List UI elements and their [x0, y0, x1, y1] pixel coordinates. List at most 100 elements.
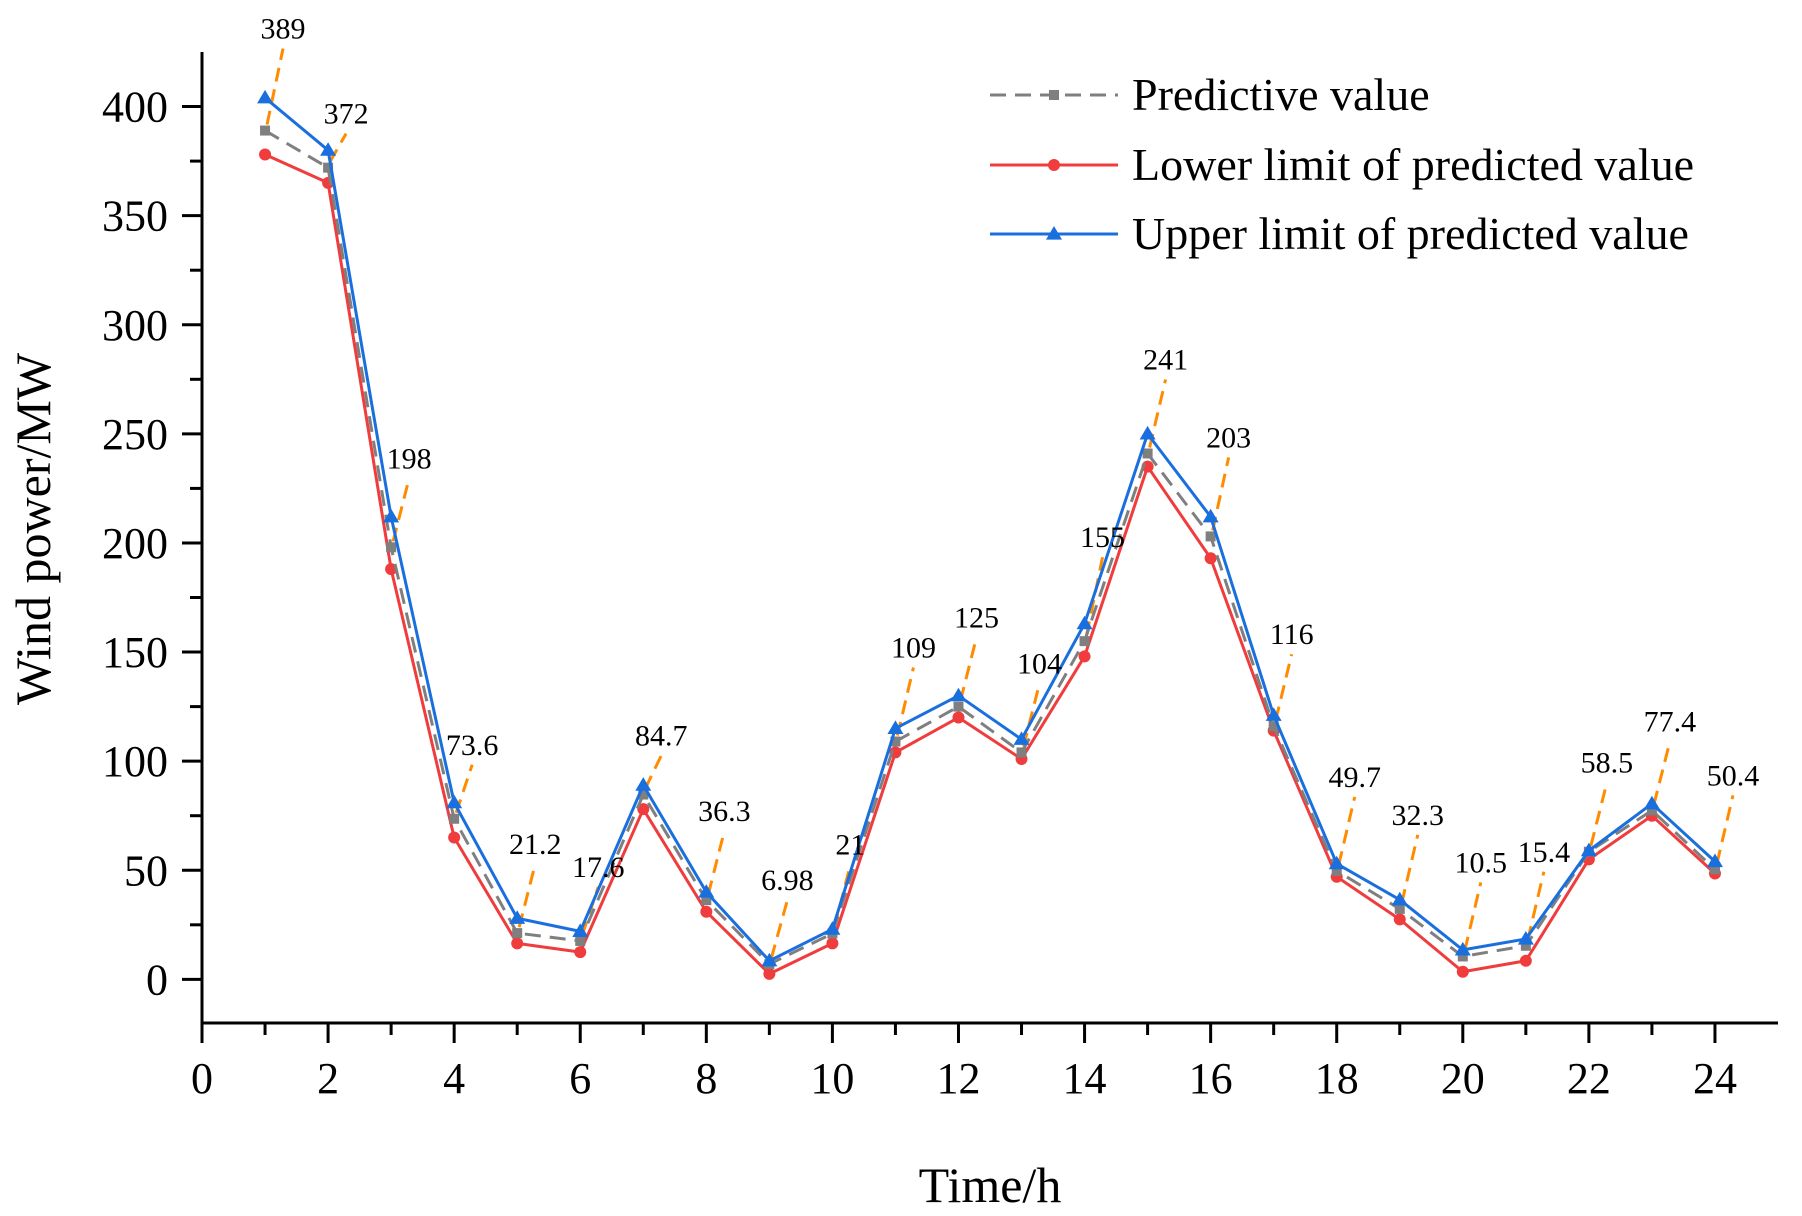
x-axis-title: Time/h: [919, 1157, 1062, 1213]
data-label: 84.7: [635, 720, 688, 753]
leader-line: [1652, 741, 1672, 805]
leader-line: [1337, 796, 1357, 866]
data-point: [890, 736, 901, 747]
legend: Predictive value Lower limit of predicted…: [990, 69, 1694, 259]
data-point: [1268, 721, 1279, 732]
data-label: 15.4: [1518, 836, 1571, 869]
leader-line: [517, 863, 537, 928]
data-point: [1204, 552, 1217, 565]
legend-label: Upper limit of predicted value: [1132, 208, 1689, 259]
data-point: [1709, 864, 1720, 875]
data-point: [1643, 795, 1660, 810]
data-label: 116: [1270, 618, 1314, 651]
x-tick-label: 18: [1315, 1054, 1359, 1103]
leader-line: [959, 637, 978, 701]
y-tick-label: 250: [102, 410, 168, 459]
x-tick-label: 6: [569, 1054, 591, 1103]
data-label: 155: [1080, 521, 1125, 554]
data-point: [259, 148, 272, 161]
data-point: [1393, 913, 1406, 926]
data-label: 6.98: [761, 864, 814, 897]
data-labels: 389 372 198 73.6 21.2 17.6 84.7 36.3 6.98 21 109 12…: [261, 13, 1760, 898]
data-point: [512, 928, 523, 939]
x-tick-label: 10: [810, 1054, 854, 1103]
y-tick-label: 400: [102, 83, 168, 132]
data-point: [698, 884, 715, 898]
data-point: [953, 701, 964, 712]
y-tick-label: 300: [102, 301, 168, 350]
data-label: 198: [387, 442, 432, 475]
leader-line: [1274, 653, 1294, 721]
data-point: [257, 89, 274, 104]
y-tick-label: 200: [102, 519, 168, 568]
data-point: [952, 711, 965, 724]
leader-line: [1715, 795, 1735, 864]
data-point: [1202, 508, 1219, 523]
data-point: [887, 720, 904, 735]
data-point: [638, 789, 649, 800]
data-point: [1517, 930, 1534, 945]
data-point: [260, 125, 271, 136]
data-label: 389: [261, 13, 306, 46]
x-tick-label: 20: [1441, 1054, 1485, 1103]
x-tick-label: 16: [1189, 1054, 1233, 1103]
data-point: [1706, 853, 1723, 868]
data-point: [386, 542, 397, 553]
data-point: [1391, 891, 1408, 906]
legend-marker: [1049, 90, 1059, 100]
data-label: 109: [891, 632, 936, 665]
data-point: [1142, 448, 1153, 459]
y-tick-label: 0: [146, 955, 168, 1004]
data-point: [1016, 747, 1027, 758]
data-point: [1394, 903, 1405, 914]
data-point: [763, 967, 776, 980]
leader-line: [1022, 683, 1041, 747]
data-point: [574, 946, 587, 959]
leader-line: [895, 667, 915, 736]
data-point: [700, 905, 713, 918]
data-point: [1013, 731, 1030, 745]
data-label: 58.5: [1581, 747, 1634, 780]
data-label: 21.2: [509, 828, 562, 861]
data-point: [320, 142, 337, 156]
leader-line: [1085, 556, 1105, 636]
series-line: [264, 153, 1716, 976]
x-tick-label: 12: [936, 1054, 980, 1103]
leader-line: [1400, 834, 1420, 904]
data-point: [1139, 425, 1156, 440]
data-point: [383, 508, 400, 523]
data-point: [1076, 615, 1093, 630]
series-layer: [257, 89, 1723, 980]
data-point: [1265, 707, 1282, 721]
x-tick-label: 14: [1063, 1054, 1107, 1103]
data-point: [448, 831, 461, 844]
series-line: [264, 96, 1716, 963]
data-point: [1328, 855, 1345, 870]
leader-line: [643, 754, 663, 790]
data-point: [511, 937, 524, 950]
data-point: [1078, 650, 1091, 663]
leader-line: [328, 132, 348, 163]
data-point: [1456, 965, 1469, 978]
data-point: [1079, 636, 1090, 647]
data-point: [446, 794, 463, 809]
legend-label: Predictive value: [1132, 69, 1430, 120]
data-point: [575, 935, 586, 946]
data-point: [572, 923, 589, 937]
x-tick-label: 22: [1567, 1054, 1611, 1103]
leader-line: [706, 830, 726, 895]
data-label: 32.3: [1392, 799, 1445, 832]
x-tick-label: 8: [695, 1054, 717, 1103]
legend-marker: [1046, 226, 1062, 240]
leader-line: [1463, 882, 1483, 951]
data-point: [1331, 865, 1342, 876]
data-label: 125: [954, 602, 999, 635]
data-point: [1520, 940, 1531, 951]
data-point: [701, 895, 712, 906]
data-label: 21: [835, 829, 865, 862]
data-point: [1454, 941, 1471, 956]
leader-line: [1526, 871, 1546, 941]
x-tick-label: 2: [317, 1054, 339, 1103]
legend-label: Lower limit of predicted value: [1132, 139, 1694, 190]
